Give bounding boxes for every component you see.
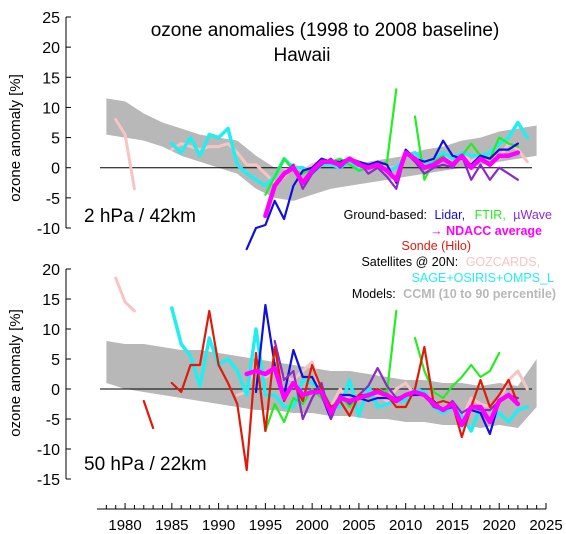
y-tick-label: -15 xyxy=(37,472,60,489)
y-tick-label: 0 xyxy=(51,161,60,178)
legend-ftir: FTIR, xyxy=(475,208,506,222)
legend-gozcards: GOZCARDS, xyxy=(466,255,540,269)
y-tick-label: -10 xyxy=(37,442,60,459)
legend-sonde: Sonde (Hilo) xyxy=(402,239,471,253)
series-line-sage xyxy=(170,120,530,188)
chart-subtitle: Hawaii xyxy=(273,45,330,66)
ccmi-band xyxy=(106,98,537,201)
panel-label-50hpa: 50 hPa / 22km xyxy=(84,454,207,475)
x-tick-label: 1995 xyxy=(249,517,282,534)
y-tick-label: 20 xyxy=(42,262,60,279)
legend-models-line: Models: CCMI (10 to 90 percentile) xyxy=(352,287,556,301)
x-tick-label: 2025 xyxy=(529,517,562,534)
y-axis-label-bottom: ozone anomaly [%] xyxy=(7,309,24,437)
legend-ground-prefix: Ground-based: xyxy=(344,208,427,222)
chart-title: ozone anomalies (1998 to 2008 baseline) xyxy=(151,20,500,41)
y-tick-label: -5 xyxy=(46,412,60,429)
legend-models-prefix: Models: xyxy=(352,287,396,301)
series-line-ndacc xyxy=(244,365,521,428)
legend-uwave: µWave xyxy=(513,208,552,222)
x-tick-label: 1990 xyxy=(202,517,235,534)
y-tick-label: 25 xyxy=(42,10,60,27)
y-tick-label: 15 xyxy=(42,292,60,309)
x-tick-label: 2015 xyxy=(436,517,469,534)
panel-label-2hpa: 2 hPa / 42km xyxy=(84,206,196,227)
legend: Ground-based: Lidar, FTIR, µWave → NDACC… xyxy=(344,208,556,301)
y-tick-label: -10 xyxy=(37,221,60,238)
y-axis-label-top: ozone anomaly [%] xyxy=(7,74,24,202)
series-line-ndacc xyxy=(263,150,521,219)
y-tick-label: 5 xyxy=(51,352,60,369)
panel-2hpa: 25 20 15 10 5 0 -5 -10 xyxy=(37,10,537,251)
x-tick-label: 1980 xyxy=(108,517,141,534)
series-line-sage xyxy=(170,306,530,433)
y-tick-label: -5 xyxy=(46,191,60,208)
y-tick-label: 15 xyxy=(42,70,60,87)
legend-sage: SAGE+OSIRIS+OMPS_L xyxy=(412,271,554,285)
x-axis: 1980 1985 1990 1995 2000 2005 2010 2015 2020 2025 xyxy=(97,503,563,534)
series-line-sonde xyxy=(142,309,519,472)
y-tick-label: 10 xyxy=(42,322,60,339)
x-tick-label: 2010 xyxy=(389,517,422,534)
legend-ccmi: CCMI (10 to 90 percentile) xyxy=(403,287,556,301)
series-line-lidar xyxy=(254,303,519,436)
y-tick-label: 5 xyxy=(51,131,60,148)
legend-sat-prefix: Satellites @ 20N: xyxy=(361,255,458,269)
y-tick-label: 0 xyxy=(51,382,60,399)
y-tick-label: 10 xyxy=(42,100,60,117)
panel-50hpa: 20 15 10 5 0 -5 -10 -15 xyxy=(37,262,537,489)
x-tick-label: 1985 xyxy=(155,517,188,534)
legend-sat-line: Satellites @ 20N: GOZCARDS, xyxy=(361,255,540,269)
legend-ndacc: → NDACC average xyxy=(430,224,542,238)
series-line-uwave xyxy=(264,151,519,217)
legend-lidar: Lidar, xyxy=(434,208,465,222)
x-tick-label: 2020 xyxy=(483,517,516,534)
y-tick-label: 20 xyxy=(42,40,60,57)
x-tick-label: 2000 xyxy=(295,517,328,534)
x-tick-label: 2005 xyxy=(342,517,375,534)
legend-ground-line: Ground-based: Lidar, FTIR, µWave xyxy=(344,208,552,222)
